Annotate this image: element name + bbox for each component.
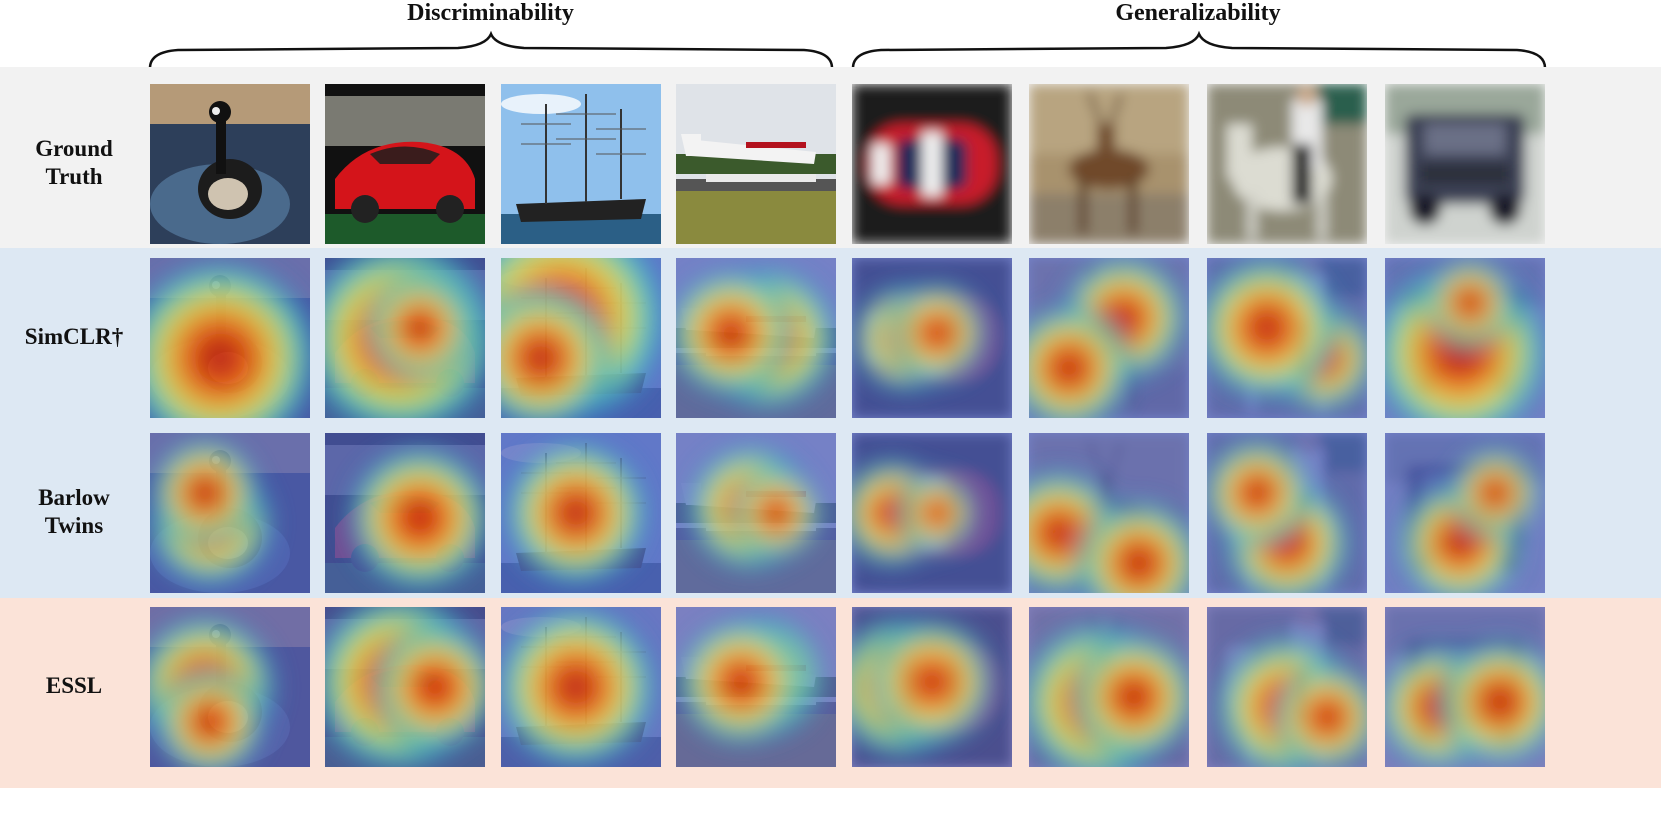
group-title-discriminability: Discriminability: [407, 0, 574, 26]
panel-simclr-deer: [1029, 258, 1189, 418]
panel-barlow-tall-ship: [501, 433, 661, 593]
panel-gt-goose: [150, 84, 310, 244]
row-label-ground-truth: Ground Truth: [35, 136, 113, 189]
brace-generalizability: [851, 30, 1547, 69]
panel-barlow-seaplane: [676, 433, 836, 593]
panel-essl-horse-rider: [1207, 607, 1367, 767]
panel-barlow-red-car: [325, 433, 485, 593]
panel-simclr-tall-ship: [501, 258, 661, 418]
panel-barlow-goose: [150, 433, 310, 593]
row-label-simclr: SimCLR†: [24, 324, 124, 349]
panel-simclr-red-car-topdown: [852, 258, 1012, 418]
panel-gt-tall-ship: [501, 84, 661, 244]
row-label-barlow-twins: Barlow Twins: [38, 485, 110, 538]
panel-barlow-deer: [1029, 433, 1189, 593]
panel-essl-deer: [1029, 607, 1189, 767]
panel-simclr-truck: [1385, 258, 1545, 418]
panel-essl-red-car-topdown: [852, 607, 1012, 767]
panel-gt-seaplane: [676, 84, 836, 244]
panel-barlow-red-car-topdown: [852, 433, 1012, 593]
panel-barlow-truck: [1385, 433, 1545, 593]
brace-discriminability: [148, 30, 834, 69]
panel-gt-red-car: [325, 84, 485, 244]
group-title-generalizability: Generalizability: [1115, 0, 1281, 26]
panel-simclr-red-car: [325, 258, 485, 418]
panel-gt-truck: [1385, 84, 1545, 244]
panel-simclr-seaplane: [676, 258, 836, 418]
panel-gt-red-car-topdown: [852, 84, 1012, 244]
panel-simclr-goose: [150, 258, 310, 418]
panel-essl-red-car: [325, 607, 485, 767]
panel-gt-horse-rider: [1207, 84, 1367, 244]
panel-simclr-horse-rider: [1207, 258, 1367, 418]
panel-essl-goose: [150, 607, 310, 767]
panel-essl-tall-ship: [501, 607, 661, 767]
panel-essl-truck: [1385, 607, 1545, 767]
panel-gt-deer: [1029, 84, 1189, 244]
panel-barlow-horse-rider: [1207, 433, 1367, 593]
row-label-essl: ESSL: [45, 673, 103, 698]
panel-essl-seaplane: [676, 607, 836, 767]
